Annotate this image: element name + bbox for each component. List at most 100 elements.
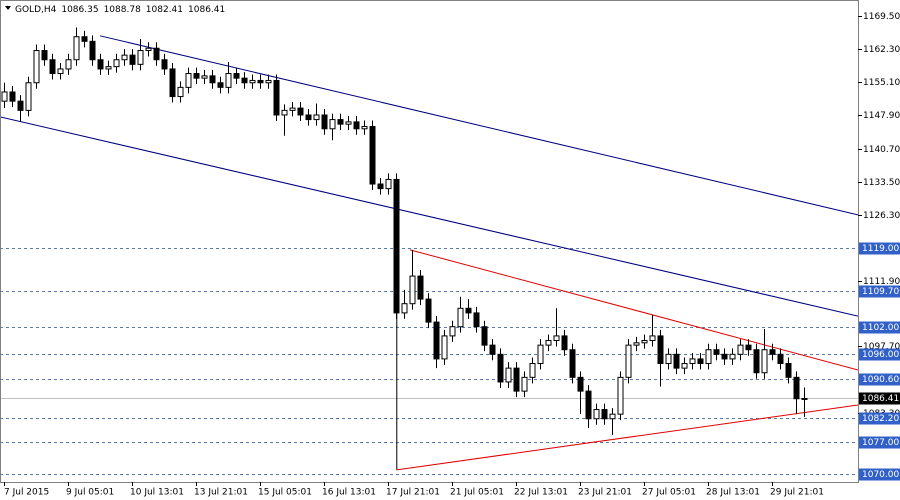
candle-body bbox=[153, 47, 160, 61]
candle-body bbox=[409, 275, 416, 305]
candle-body bbox=[777, 353, 784, 365]
candle-body bbox=[705, 349, 712, 365]
candle-body bbox=[401, 303, 408, 314]
candle-body bbox=[257, 79, 264, 84]
candle-body bbox=[593, 409, 600, 420]
candle-body bbox=[41, 50, 48, 61]
candle-body bbox=[801, 397, 808, 400]
candle-body bbox=[313, 114, 320, 121]
candle-body bbox=[25, 82, 32, 111]
candle-body bbox=[129, 54, 136, 65]
candle-body bbox=[729, 353, 736, 360]
candle-body bbox=[521, 376, 528, 392]
candle-body bbox=[177, 86, 184, 98]
candle-body bbox=[1, 91, 8, 102]
candle-body bbox=[721, 353, 728, 360]
candle-body bbox=[201, 75, 208, 79]
candle-body bbox=[193, 73, 200, 79]
level-label: 1090.60 bbox=[862, 375, 899, 385]
candle-body bbox=[281, 109, 288, 116]
candle-body bbox=[57, 68, 64, 75]
y-tick-label: 1111.90 bbox=[863, 277, 900, 287]
symbol: GOLD,H4 bbox=[15, 5, 57, 15]
candle-body bbox=[633, 342, 640, 346]
candle-body bbox=[73, 36, 80, 61]
candle-body bbox=[577, 376, 584, 392]
level-label: 1109.70 bbox=[862, 287, 899, 297]
y-tick-label: 1169.50 bbox=[863, 12, 900, 22]
candle-body bbox=[169, 68, 176, 98]
level-label-box bbox=[859, 468, 900, 481]
candle-body bbox=[489, 344, 496, 355]
candle-body bbox=[537, 344, 544, 365]
candle-body bbox=[697, 358, 704, 365]
candle-body bbox=[369, 125, 376, 185]
level-label-box bbox=[859, 436, 900, 449]
level-label: 1070.00 bbox=[862, 470, 899, 480]
menu-arrow[interactable] bbox=[5, 6, 11, 10]
trend-line bbox=[396, 404, 858, 471]
y-tick-label: 1147.90 bbox=[863, 111, 900, 121]
candle-body bbox=[105, 66, 112, 70]
level-label: 1102.00 bbox=[862, 323, 899, 333]
candle-body bbox=[785, 363, 792, 378]
time-axis: 7 Jul 2015 9 Jul 05:01 10 Jul 13:01 13 Jul … bbox=[4, 482, 824, 498]
current-price-box bbox=[859, 392, 900, 405]
candle-body bbox=[481, 326, 488, 346]
level-label: 1077.00 bbox=[862, 438, 899, 448]
candle-body bbox=[249, 79, 256, 84]
candle-body bbox=[337, 119, 344, 125]
candle-body bbox=[361, 125, 368, 130]
candle-body bbox=[217, 82, 224, 88]
level-label: 1082.20 bbox=[862, 414, 899, 424]
candle-body bbox=[273, 79, 280, 116]
candle-body bbox=[145, 47, 152, 52]
ohlc-close: 1086.41 bbox=[188, 5, 225, 15]
candle-body bbox=[681, 363, 688, 369]
candle-body bbox=[265, 79, 272, 84]
candle-body bbox=[657, 335, 664, 365]
x-tick-label: 13 Jul 21:01 bbox=[194, 488, 248, 498]
y-tick-label: 1097.70 bbox=[863, 342, 900, 352]
candle-body bbox=[89, 40, 96, 61]
y-tick-label: 1155.10 bbox=[863, 78, 900, 88]
candle-body bbox=[561, 335, 568, 351]
level-label-box bbox=[859, 242, 900, 255]
x-tick-label: 10 Jul 13:01 bbox=[130, 488, 184, 498]
candle-body bbox=[49, 59, 56, 75]
candle-body bbox=[529, 363, 536, 378]
candle-body bbox=[753, 349, 760, 374]
candle-body bbox=[225, 73, 232, 88]
candle-body bbox=[233, 73, 240, 79]
plot-frame bbox=[0, 0, 859, 483]
candle-body bbox=[545, 340, 552, 346]
candle-body bbox=[641, 340, 648, 344]
ohlc-open: 1086.35 bbox=[61, 5, 98, 15]
candle-body bbox=[345, 121, 352, 125]
candle-body bbox=[473, 312, 480, 328]
candle-body bbox=[665, 353, 672, 365]
trend-line bbox=[0, 116, 858, 317]
price-axis: 1169.50 1162.30 1155.10 1147.90 1140.70 1133.… bbox=[858, 12, 900, 481]
x-tick-label: 22 Jul 13:01 bbox=[514, 488, 568, 498]
candle-body bbox=[417, 275, 424, 300]
level-label-box bbox=[859, 412, 900, 425]
candle-body bbox=[185, 73, 192, 88]
x-tick-label: 17 Jul 21:01 bbox=[386, 488, 440, 498]
level-label-box bbox=[859, 348, 900, 361]
candle-body bbox=[793, 376, 800, 400]
candle-body bbox=[457, 307, 464, 328]
candle-body bbox=[305, 114, 312, 121]
candle-body bbox=[737, 344, 744, 355]
level-label-box bbox=[859, 321, 900, 334]
candle-body bbox=[113, 59, 120, 68]
level-label: 1096.00 bbox=[862, 350, 899, 360]
candle-body bbox=[9, 91, 16, 102]
candle-body bbox=[161, 59, 168, 70]
x-tick-label: 16 Jul 13:01 bbox=[322, 488, 376, 498]
candle-body bbox=[329, 119, 336, 130]
y-tick-label: 1126.30 bbox=[863, 211, 900, 221]
candle-body bbox=[321, 114, 328, 130]
y-tick-label: 1133.50 bbox=[863, 178, 900, 188]
